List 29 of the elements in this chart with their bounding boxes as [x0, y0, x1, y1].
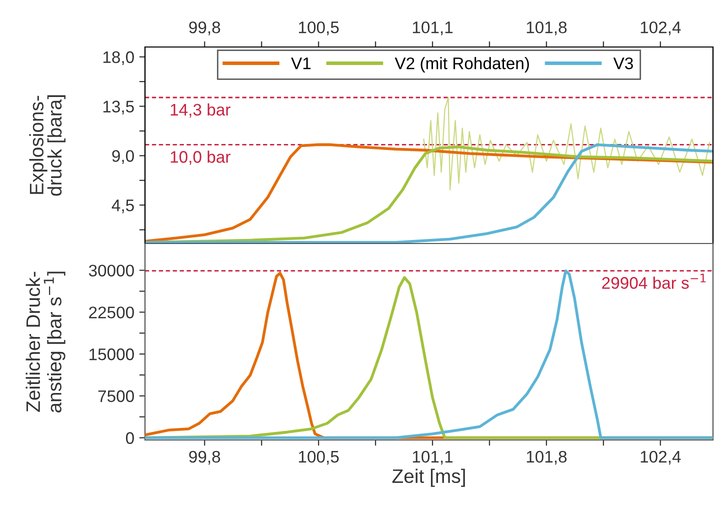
- y-tick-label: 0: [126, 432, 134, 444]
- y-tick-label: 18,0: [103, 51, 134, 66]
- x2-tick-label: 102,4: [640, 21, 681, 36]
- x-tick-label: 99,8: [189, 450, 220, 465]
- x2-tick-label: 99,8: [189, 21, 220, 36]
- ref-line-label: 14,3 bar: [170, 103, 230, 118]
- legend-label: V1: [291, 58, 311, 70]
- y-axis-title: Zeitlicher Druck- anstieg [bar s$^{−1}$]: [26, 272, 66, 412]
- x-tick-label: 101,8: [526, 450, 567, 465]
- x-tick-label: 102,4: [640, 450, 681, 465]
- y-axis-title: Explosions- druck [bara]: [29, 95, 66, 196]
- ref-line-label: 10,0 bar: [170, 150, 230, 165]
- legend-label: V2 (mit Rohdaten): [394, 57, 529, 73]
- y-tick-label: 9,0: [112, 150, 134, 164]
- y-tick-label: 30000: [88, 264, 134, 276]
- line-series: [423, 96, 710, 190]
- legend-label: V3: [613, 57, 633, 70]
- y-tick-label: 7500: [98, 390, 134, 402]
- x-axis-title: Zeit [ms]: [392, 468, 465, 487]
- y-tick-label: 15000: [90, 348, 134, 360]
- x2-tick-label: 101,8: [526, 21, 567, 36]
- x-tick-label: 100,5: [298, 450, 339, 465]
- x-tick-label: 101,1: [412, 450, 453, 465]
- x2-tick-label: 101,1: [412, 21, 453, 36]
- x2-tick-label: 100,5: [298, 21, 339, 36]
- y-tick-label: 4,5: [112, 200, 134, 214]
- y-tick-label: 22500: [89, 306, 134, 318]
- ref-line-label: 29904 bar s$^{−1}$: [602, 274, 706, 289]
- y-tick-label: 13,5: [103, 100, 134, 114]
